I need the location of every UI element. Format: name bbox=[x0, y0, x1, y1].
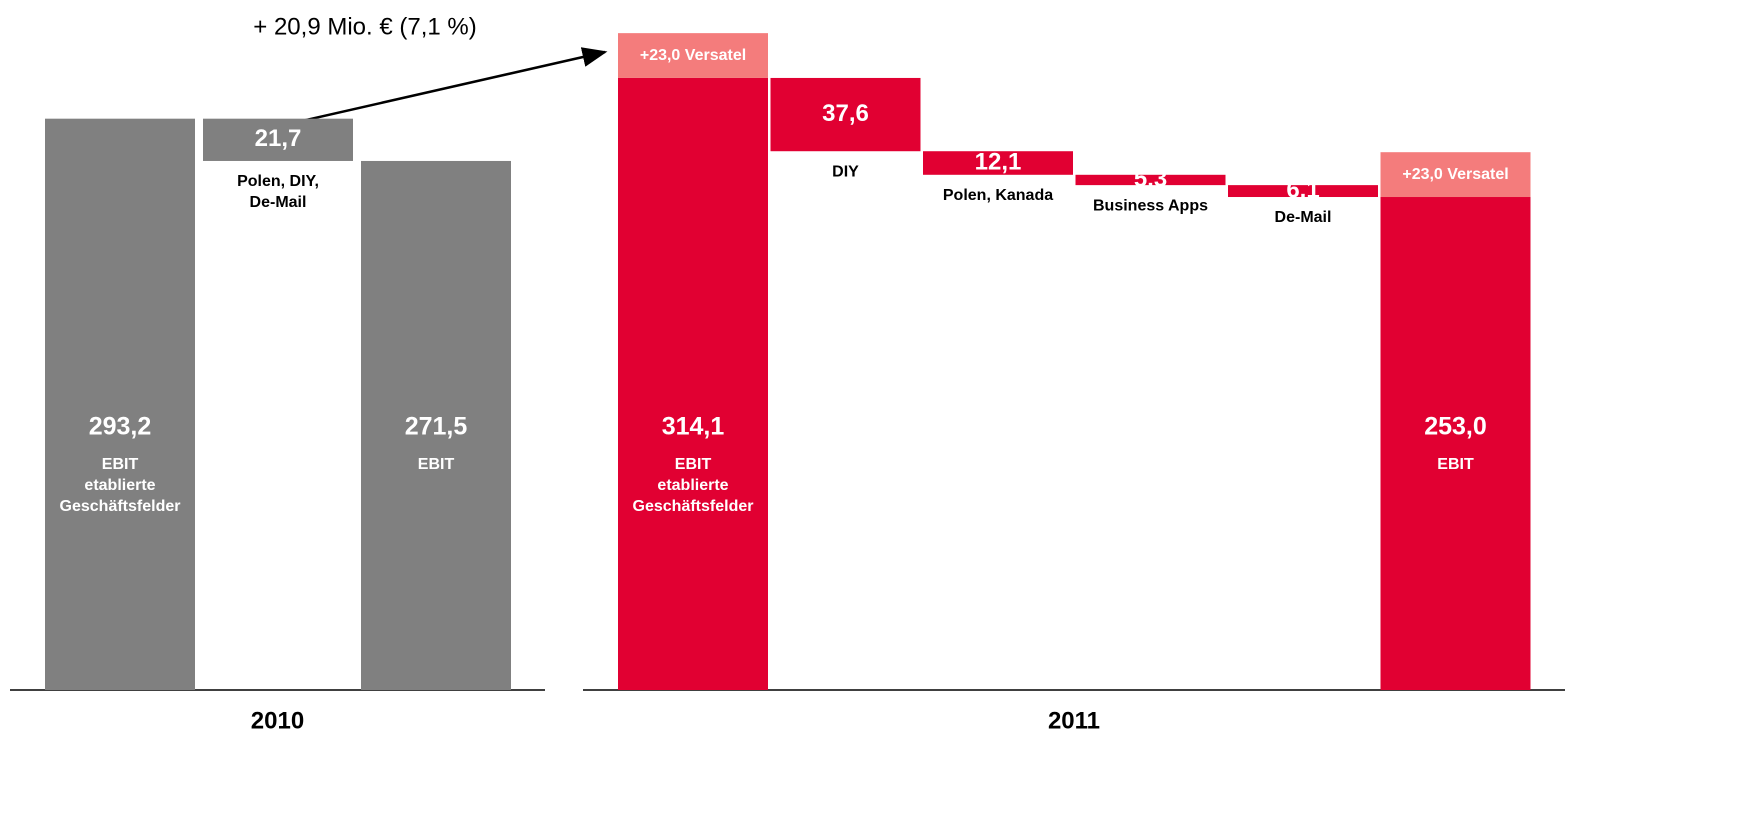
bar-label: De-Mail bbox=[250, 194, 307, 211]
addon-label: +23,0 Versatel bbox=[640, 47, 746, 64]
group-label: 2010 bbox=[251, 707, 304, 734]
bar bbox=[770, 77, 921, 152]
value-label: 271,5 bbox=[405, 413, 468, 441]
bar-label: Geschäftsfelder bbox=[633, 498, 754, 515]
bar bbox=[1380, 197, 1531, 691]
bar-label: etablierte bbox=[657, 477, 728, 494]
bar-label: etablierte bbox=[84, 477, 155, 494]
bar-label: Polen, DIY, bbox=[237, 173, 319, 190]
group-label: 2011 bbox=[1048, 707, 1100, 734]
bar-label: Polen, Kanada bbox=[943, 187, 1053, 204]
value-label: 253,0 bbox=[1424, 413, 1487, 441]
bar bbox=[923, 151, 1073, 175]
value-label: 21,7 bbox=[255, 125, 302, 152]
bar-label: DIY bbox=[832, 163, 859, 180]
bar-label: Business Apps bbox=[1093, 197, 1208, 214]
value-label: 12,1 bbox=[975, 148, 1022, 175]
value-label: 5,3 bbox=[1134, 165, 1167, 192]
value-label: 6,1 bbox=[1286, 176, 1319, 203]
bar-label: EBIT bbox=[675, 456, 712, 473]
bar bbox=[45, 118, 195, 691]
addon-bar bbox=[618, 33, 768, 78]
bar-label: EBIT bbox=[1437, 456, 1474, 473]
value-label: 37,6 bbox=[822, 100, 869, 127]
bar bbox=[203, 118, 353, 161]
annotation: + 20,9 Mio. € (7,1 %) bbox=[253, 13, 476, 40]
bar-label: De-Mail bbox=[1275, 209, 1332, 226]
addon-label: +23,0 Versatel bbox=[1402, 166, 1508, 183]
value-label: 293,2 bbox=[89, 413, 152, 441]
bar-label: EBIT bbox=[102, 456, 139, 473]
bar-label: EBIT bbox=[418, 456, 455, 473]
bar bbox=[361, 160, 511, 690]
bar bbox=[1075, 174, 1226, 186]
addon-bar bbox=[1380, 152, 1531, 198]
value-label: 314,1 bbox=[662, 413, 725, 441]
bar bbox=[618, 77, 768, 690]
bar-label: Geschäftsfelder bbox=[60, 498, 181, 515]
bar bbox=[1228, 185, 1378, 198]
